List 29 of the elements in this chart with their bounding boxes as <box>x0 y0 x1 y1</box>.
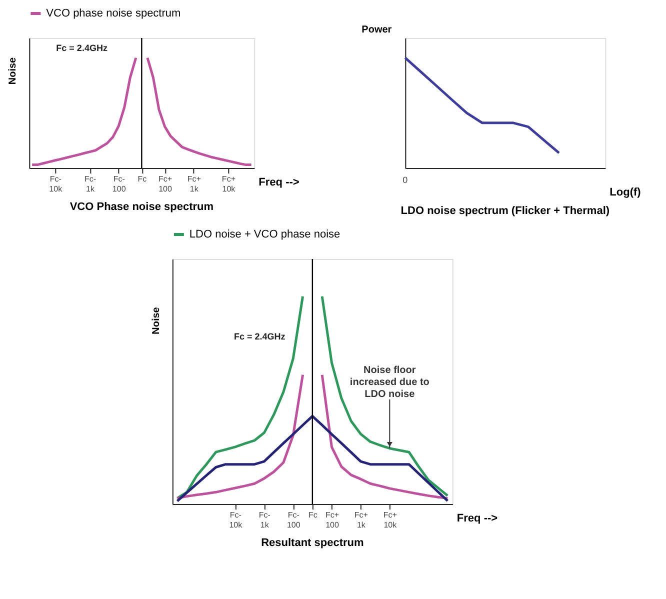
x-tick-label: Fc- 1k <box>84 174 96 194</box>
y-axis-title: Noise <box>150 306 162 334</box>
x-axis-title: Log(f) <box>610 186 642 198</box>
legend-label: LDO noise + VCO phase noise <box>189 228 340 240</box>
x-tick-label: Fc <box>138 174 147 184</box>
text: Fc = 2.4GHz <box>56 43 108 53</box>
text: 0 <box>402 175 408 185</box>
text: Resultant spectrum <box>261 537 364 549</box>
x-tick-label: Fc- 1k <box>258 510 271 530</box>
x-tick-label: Fc- 100 <box>112 174 126 194</box>
y-axis-title: Power <box>362 24 392 36</box>
x-tick-label: Fc+ 100 <box>325 510 340 530</box>
annotation: Fc = 2.4GHz <box>234 332 286 342</box>
x-tick-label: Fc- 10k <box>49 174 64 194</box>
x-tick-label: Fc+ 100 <box>158 174 172 194</box>
x-tick-label: Fc+ 1k <box>354 510 368 530</box>
y-axis-title: Noise <box>8 56 19 85</box>
x-tick-label: Fc+ 10k <box>383 510 398 530</box>
legend-label: VCO phase noise spectrum <box>46 8 181 20</box>
x-tick-label: Fc <box>308 510 318 520</box>
x-tick-label: Fc- 10k <box>229 510 244 530</box>
text: VCO Phase noise spectrum <box>70 201 214 213</box>
x-tick-label: Fc+ 10k <box>222 174 236 194</box>
x-axis-title: Freq --> <box>258 176 300 188</box>
x-axis-title: Freq --> <box>456 512 498 524</box>
x-tick-label: Fc+ 1k <box>187 174 202 194</box>
text: LDO noise spectrum (Flicker + Thermal) <box>400 205 610 217</box>
annotation: Noise floor increased due to LDO noise <box>350 365 430 400</box>
x-tick-label: Fc- 100 <box>286 510 301 530</box>
